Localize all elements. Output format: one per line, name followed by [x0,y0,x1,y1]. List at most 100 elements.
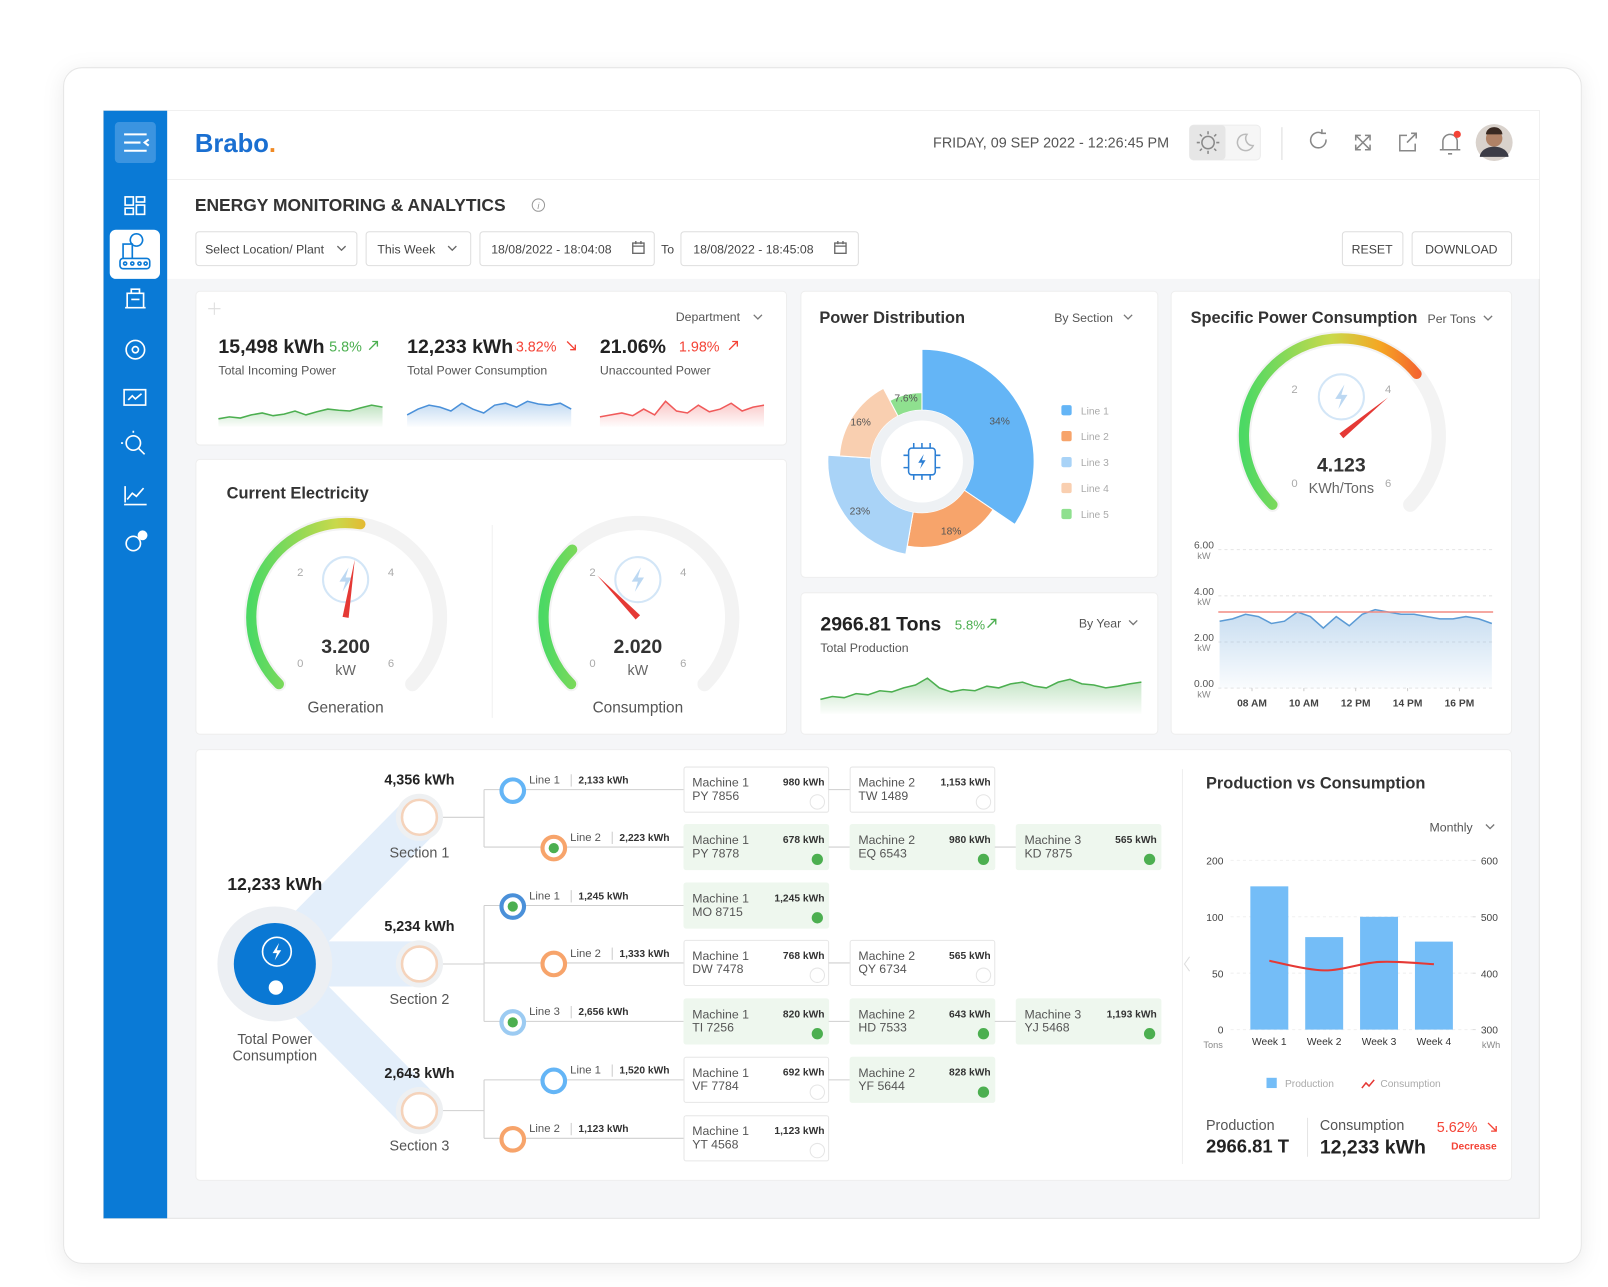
kpi-label: Unaccounted Power [600,363,711,377]
machine-code: VF 7784 [692,1079,739,1093]
kpi-label: Total Incoming Power [218,363,336,377]
line-name: Line 1 [529,774,560,786]
nav-active[interactable] [109,229,160,279]
nav-icon[interactable] [127,393,143,401]
y-tick-label: 0 [1218,1026,1224,1037]
nav-icon[interactable] [125,435,142,452]
sparkline [599,400,765,418]
machine-card[interactable] [683,882,830,929]
summary-value: 2966.81 T [1206,1136,1290,1157]
dropdown-chevron[interactable] [1128,619,1138,626]
trend-arrow [1487,1122,1497,1132]
x-tick-label: 10 AM [1289,699,1319,710]
nav-icon[interactable] [123,388,147,406]
nav-icon[interactable] [124,196,135,206]
location-select[interactable] [195,231,358,267]
fullscreen-icon[interactable] [1354,134,1371,151]
production-value: 2966.81 Tons [820,614,941,636]
y-unit-label: kW [1197,597,1211,607]
gauge-needle [342,559,355,618]
gauge-tick-label: 2 [297,567,303,579]
nav-icon[interactable] [121,430,146,455]
download-button[interactable] [1411,231,1513,267]
share-icon[interactable] [1399,132,1417,152]
chip-bolt [918,454,926,469]
machine-card[interactable] [849,766,996,813]
y2-tick-label: 300 [1481,1026,1498,1037]
machine-card[interactable] [1015,823,1162,871]
machine-code: HD 7533 [858,1021,907,1035]
legend-swatch [1061,456,1072,468]
y-tick-label: 6.00 [1194,541,1214,552]
brand-name: Brabo [195,130,269,158]
machine-value: 565 kWh [949,951,991,962]
line-status [507,901,518,912]
nav-icon[interactable] [131,345,140,354]
electricity-title: Current Electricity [227,484,370,502]
trend-arrow [566,341,576,351]
bell-icon[interactable] [1439,133,1461,155]
machine-code: EQ 6543 [858,846,907,860]
machine-code: PY 7878 [692,846,739,860]
avatar-hair [1485,127,1503,135]
production-selector: By Year [1079,617,1121,631]
line-value: 2,656 kWh [578,1007,628,1018]
info-icon[interactable] [531,198,546,212]
trend-arrow [728,340,739,351]
machine-status [809,967,826,983]
nav-icon[interactable] [124,486,147,506]
machine-value: 980 kWh [949,835,991,846]
collapse-arrow[interactable] [1183,956,1191,972]
line-name: Line 3 [529,1006,560,1018]
summary-label: Production [1206,1118,1275,1134]
machine-status [809,794,826,810]
dropdown-chevron[interactable] [1485,824,1495,830]
machine-code: QY 6734 [858,962,906,976]
gauge-unit: KWh/Tons [1309,481,1374,497]
legend-swatch [1061,431,1072,442]
sidebar [103,110,168,1219]
line-value: 1,520 kWh [619,1066,669,1077]
nav-icon[interactable] [125,535,142,552]
theme-light[interactable] [1189,125,1226,160]
legend-label: Line 1 [1081,406,1109,417]
nav-icon[interactable] [125,288,146,309]
dropdown-chevron[interactable] [1483,315,1493,321]
gauge-needle [1339,397,1388,439]
period-select[interactable] [365,231,472,267]
chip-pins [903,443,941,480]
kpi-value: 12,233 kWh [407,336,513,358]
y-tick-label: 200 [1206,856,1223,867]
machine-card[interactable] [849,939,996,987]
nav-icon[interactable] [135,196,146,203]
machine-card[interactable] [849,1056,996,1103]
rose-value-label: 16% [850,418,871,429]
location-text: Select Location/ Plant [205,242,325,256]
machine-value: 692 kWh [783,1068,825,1079]
machine-status [811,1028,823,1040]
machine-value: 1,193 kWh [1107,1009,1157,1020]
x-tick-label: Week 2 [1307,1037,1342,1048]
from-date[interactable] [479,231,655,267]
nav-icon[interactable] [135,204,146,216]
dropdown-chevron[interactable] [1123,314,1133,320]
machine-name: Machine 2 [858,1066,915,1080]
gauge-arc [246,517,366,690]
dropdown-chevron[interactable] [753,314,763,320]
machine-name: Machine 1 [692,1007,749,1021]
nav-icon[interactable] [124,207,135,216]
machine-status [977,1086,990,1098]
reset-button[interactable] [1341,231,1404,267]
gauge-tick-label: 2 [589,567,595,579]
legend-swatch [1061,482,1072,494]
refresh-icon[interactable] [1309,129,1327,149]
nav-icon[interactable] [125,339,146,360]
gauge-needle [597,575,641,620]
brand: Brabo. [195,130,276,158]
to-date[interactable] [680,231,859,267]
section-name: Section 2 [390,992,450,1008]
nav-icon[interactable] [137,530,148,541]
machine-card[interactable] [683,1115,830,1162]
machine-card[interactable] [1015,998,1162,1045]
section-value: 4,356 kWh [384,773,454,789]
